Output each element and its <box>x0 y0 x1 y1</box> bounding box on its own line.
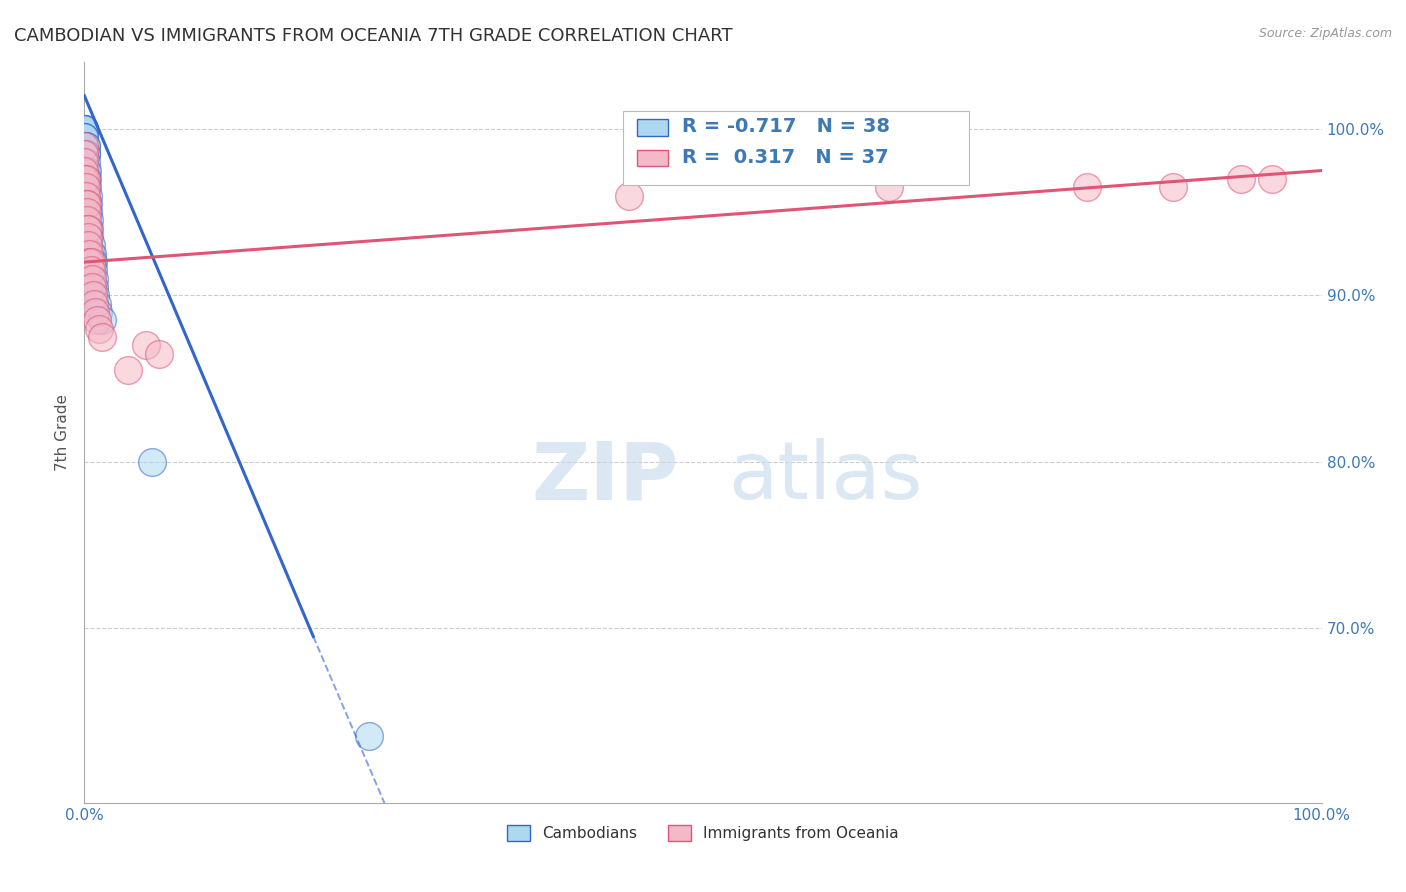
Point <box>79 246 101 260</box>
Legend: Cambodians, Immigrants from Oceania: Cambodians, Immigrants from Oceania <box>501 819 905 847</box>
Point <box>79 213 101 227</box>
FancyBboxPatch shape <box>637 150 668 166</box>
Point <box>79 222 101 236</box>
Point <box>80 271 103 285</box>
Text: Source: ZipAtlas.com: Source: ZipAtlas.com <box>1258 27 1392 40</box>
Point <box>75 188 97 202</box>
FancyBboxPatch shape <box>637 120 668 136</box>
Point <box>75 163 97 178</box>
Point <box>76 213 98 227</box>
Point <box>877 180 900 194</box>
Point <box>75 147 97 161</box>
Point <box>73 122 96 136</box>
Text: R = -0.717   N = 38: R = -0.717 N = 38 <box>682 118 890 136</box>
Point <box>135 338 157 352</box>
Point <box>77 230 100 244</box>
Point <box>75 172 97 186</box>
Point <box>73 147 96 161</box>
Point <box>77 188 100 202</box>
Point <box>73 155 96 169</box>
Point <box>73 172 96 186</box>
Point <box>1230 172 1253 186</box>
Point <box>73 130 96 145</box>
Point <box>83 271 105 285</box>
Point <box>75 172 97 186</box>
Point <box>76 222 98 236</box>
Point <box>83 296 105 310</box>
Point <box>117 363 139 377</box>
Point <box>82 263 104 277</box>
Point <box>90 330 112 344</box>
Point <box>82 255 104 269</box>
Text: ZIP: ZIP <box>531 438 678 516</box>
Point <box>75 138 97 153</box>
Point <box>76 205 98 219</box>
Text: CAMBODIAN VS IMMIGRANTS FROM OCEANIA 7TH GRADE CORRELATION CHART: CAMBODIAN VS IMMIGRANTS FROM OCEANIA 7TH… <box>14 27 733 45</box>
Point <box>75 147 97 161</box>
Point <box>83 280 105 294</box>
Point <box>617 188 640 202</box>
Point <box>79 230 101 244</box>
Point <box>1261 172 1284 186</box>
FancyBboxPatch shape <box>623 111 969 185</box>
Point <box>75 155 97 169</box>
Point <box>77 222 100 236</box>
Point <box>73 122 96 136</box>
Point <box>84 305 107 319</box>
Y-axis label: 7th Grade: 7th Grade <box>55 394 70 471</box>
Point <box>73 122 96 136</box>
Point <box>80 280 103 294</box>
Point <box>73 122 96 136</box>
Point <box>80 246 103 260</box>
Point <box>75 197 97 211</box>
Point <box>79 255 101 269</box>
Point <box>82 288 104 302</box>
Point <box>73 138 96 153</box>
Point <box>77 205 100 219</box>
Point <box>79 238 101 252</box>
Point <box>76 163 98 178</box>
Point <box>79 263 101 277</box>
Point <box>357 729 380 743</box>
Text: atlas: atlas <box>728 438 922 516</box>
Point <box>1161 180 1184 194</box>
Point <box>141 455 163 469</box>
Point <box>73 163 96 178</box>
Point <box>1076 180 1098 194</box>
Point <box>73 130 96 145</box>
Point <box>148 346 170 360</box>
Point <box>77 197 100 211</box>
Point <box>77 238 100 252</box>
Point <box>90 313 112 327</box>
Point <box>76 197 98 211</box>
Text: R =  0.317   N = 37: R = 0.317 N = 37 <box>682 148 889 167</box>
Point <box>79 255 101 269</box>
Point <box>89 321 111 335</box>
Point <box>86 296 108 310</box>
Point <box>76 172 98 186</box>
Point <box>75 180 97 194</box>
Point <box>79 246 101 260</box>
Point <box>73 122 96 136</box>
Point <box>87 305 110 319</box>
Point <box>73 130 96 145</box>
Point <box>76 180 98 194</box>
Point <box>80 255 103 269</box>
Point <box>86 313 108 327</box>
Point <box>84 288 107 302</box>
Point <box>75 138 97 153</box>
